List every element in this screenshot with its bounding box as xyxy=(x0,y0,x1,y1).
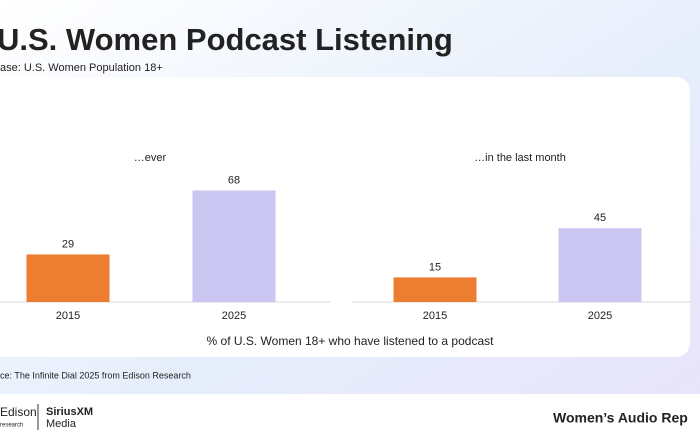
chart-title: …ever xyxy=(134,152,167,164)
bar xyxy=(192,190,276,302)
chart-title: …in the last month xyxy=(474,152,566,164)
value-label: 45 xyxy=(594,212,606,224)
logo-siriusxm: SiriusXM xyxy=(46,406,93,418)
x-tick-label: 2025 xyxy=(222,310,246,322)
bar xyxy=(26,254,110,302)
subtitle: ase: U.S. Women Population 18+ xyxy=(0,62,163,74)
title: U.S. Women Podcast Listening xyxy=(0,22,453,57)
card xyxy=(0,77,690,357)
value-label: 29 xyxy=(62,238,74,250)
x-tick-label: 2015 xyxy=(56,310,80,322)
caption: % of U.S. Women 18+ who have listened to… xyxy=(207,334,495,348)
logo-edison-sub: research xyxy=(0,423,23,429)
logo-media: Media xyxy=(46,418,77,430)
value-label: 68 xyxy=(228,174,240,186)
bar xyxy=(558,228,642,302)
x-tick-label: 2015 xyxy=(423,310,447,322)
footer-band xyxy=(0,394,700,441)
source: ce: The Infinite Dial 2025 from Edison R… xyxy=(0,370,191,380)
report-name: Women’s Audio Rep xyxy=(553,410,688,426)
x-tick-label: 2025 xyxy=(588,310,612,322)
value-label: 15 xyxy=(429,261,441,273)
logo-edison: Edison xyxy=(0,405,37,419)
bar xyxy=(393,277,477,302)
